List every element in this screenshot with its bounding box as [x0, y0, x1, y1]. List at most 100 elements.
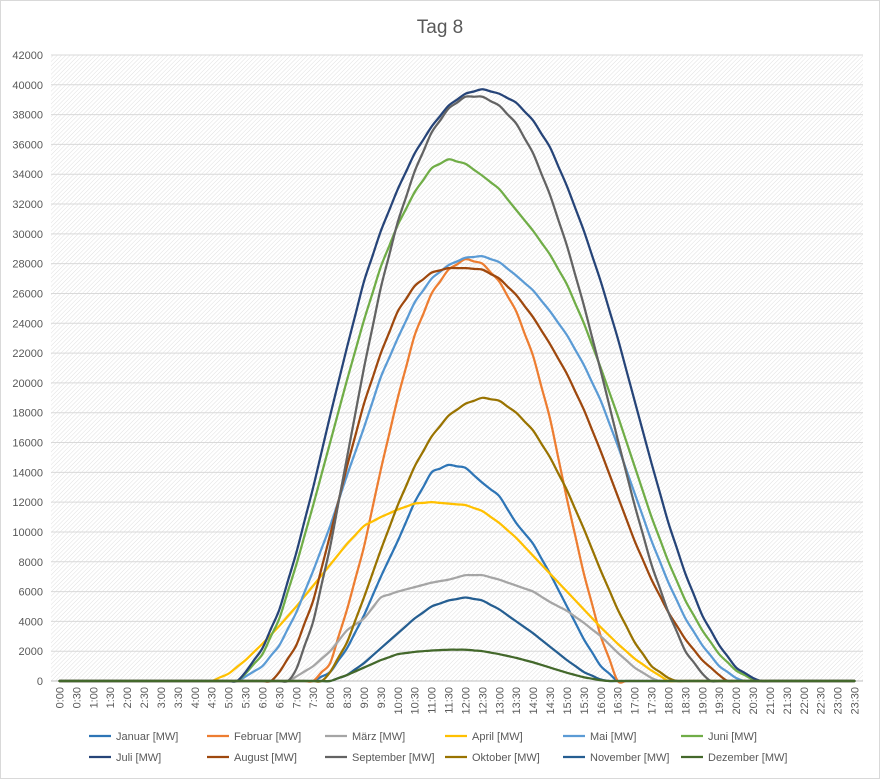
x-tick-label: 13:00 [494, 687, 506, 715]
legend-item: Mai [MW] [563, 731, 636, 743]
x-tick-label: 2:30 [139, 687, 151, 708]
x-tick-label: 18:30 [680, 687, 692, 715]
series-line-dezember [58, 648, 856, 683]
x-tick-label: 22:00 [799, 687, 811, 715]
legend-label: Dezember [MW] [708, 752, 787, 764]
chart-title: Tag 8 [417, 17, 463, 38]
series-lines [58, 88, 856, 684]
x-tick-label: 8:00 [325, 687, 337, 708]
x-axis: 0:00 0:30 1:00 1:30 2:00 2:30 3:00 3:30 4:00 4:30… [51, 680, 863, 715]
x-tick-label: 18:00 [663, 687, 675, 715]
x-tick-label: 22:30 [816, 687, 828, 715]
legend-label: November [MW] [590, 752, 669, 764]
y-axis: 0 2000 4000 6000 8000 10000 12000 14000 16000 180… [12, 50, 43, 688]
x-tick-label: 23:00 [833, 687, 845, 715]
y-tick-label: 36000 [12, 139, 43, 151]
x-tick-label: 12:00 [460, 687, 472, 715]
x-tick-label: 14:00 [528, 687, 540, 715]
y-tick-label: 6000 [19, 587, 43, 599]
x-tick-label: 3:00 [156, 687, 168, 708]
y-tick-label: 24000 [12, 318, 43, 330]
legend-label: August [MW] [234, 752, 297, 764]
x-tick-label: 15:00 [562, 687, 574, 715]
legend-label: April [MW] [472, 731, 523, 743]
x-tick-label: 20:00 [731, 687, 743, 715]
y-tick-label: 12000 [12, 497, 43, 509]
y-tick-label: 34000 [12, 169, 43, 181]
plot-background [51, 55, 863, 681]
x-tick-label: 8:30 [342, 687, 354, 708]
x-tick-label: 1:00 [88, 687, 100, 708]
x-tick-label: 15:30 [579, 687, 591, 715]
legend-item: Oktober [MW] [445, 752, 540, 764]
x-tick-label: 20:30 [748, 687, 760, 715]
y-tick-label: 0 [37, 676, 43, 688]
y-tick-label: 20000 [12, 378, 43, 390]
x-tick-label: 16:30 [613, 687, 625, 715]
legend-item: Juni [MW] [681, 731, 757, 743]
x-tick-label: 9:00 [359, 687, 371, 708]
x-tick-label: 0:30 [71, 687, 83, 708]
y-tick-label: 28000 [12, 259, 43, 271]
x-tick-label: 9:30 [376, 687, 388, 708]
x-tick-label: 19:30 [714, 687, 726, 715]
x-tick-label: 6:00 [257, 687, 269, 708]
y-tick-label: 30000 [12, 229, 43, 241]
x-tick-label: 17:30 [647, 687, 659, 715]
y-tick-label: 16000 [12, 438, 43, 450]
legend-item: August [MW] [207, 752, 297, 764]
x-tick-label: 23:30 [850, 687, 862, 715]
y-tick-label: 26000 [12, 288, 43, 300]
x-tick-label: 16:00 [596, 687, 608, 715]
legend-item: Dezember [MW] [681, 752, 787, 764]
x-tick-label: 12:30 [477, 687, 489, 715]
x-tick-label: 11:30 [444, 687, 456, 714]
x-tick-label: 6:30 [274, 687, 286, 708]
x-tick-label: 4:00 [190, 687, 202, 708]
x-tick-label: 5:30 [241, 687, 253, 708]
y-tick-label: 10000 [12, 527, 43, 539]
y-tick-label: 38000 [12, 110, 43, 122]
y-tick-label: 18000 [12, 408, 43, 420]
legend-item: Januar [MW] [89, 731, 178, 743]
gridlines [51, 54, 863, 682]
y-tick-label: 22000 [12, 348, 43, 360]
x-tick-label: 7:00 [291, 687, 303, 708]
legend-label: Februar [MW] [234, 731, 301, 743]
legend-label: Januar [MW] [116, 731, 178, 743]
x-tick-label: 13:30 [511, 687, 523, 715]
x-tick-label: 21:00 [765, 687, 777, 715]
legend-item: Juli [MW] [89, 752, 161, 764]
x-tick-label: 7:30 [308, 687, 320, 708]
x-tick-label: 21:30 [782, 687, 794, 715]
x-tick-label: 19:00 [697, 687, 709, 715]
y-tick-label: 8000 [19, 557, 43, 569]
x-tick-label: 11:00 [427, 687, 439, 714]
legend-label: Juli [MW] [116, 752, 161, 764]
legend: Januar [MW] Februar [MW] März [MW] April [M… [89, 731, 787, 764]
y-tick-label: 42000 [12, 50, 43, 62]
y-tick-label: 2000 [19, 646, 43, 658]
legend-item: April [MW] [445, 731, 523, 743]
x-tick-label: 4:30 [207, 687, 219, 708]
legend-label: Juni [MW] [708, 731, 757, 743]
x-tick-label: 17:00 [630, 687, 642, 715]
x-tick-label: 1:30 [105, 687, 117, 708]
legend-label: September [MW] [352, 752, 435, 764]
x-tick-label: 10:30 [410, 687, 422, 715]
legend-item: September [MW] [325, 752, 435, 764]
x-tick-label: 0:00 [54, 687, 66, 708]
legend-label: März [MW] [352, 731, 405, 743]
legend-item: März [MW] [325, 731, 405, 743]
x-tick-label: 10:00 [393, 687, 405, 715]
legend-label: Oktober [MW] [472, 752, 540, 764]
x-tick-label: 2:00 [122, 687, 134, 708]
legend-item: Februar [MW] [207, 731, 301, 743]
y-tick-label: 32000 [12, 199, 43, 211]
legend-label: Mai [MW] [590, 731, 636, 743]
y-tick-label: 40000 [12, 80, 43, 92]
legend-item: November [MW] [563, 752, 669, 764]
x-tick-label: 14:30 [545, 687, 557, 715]
